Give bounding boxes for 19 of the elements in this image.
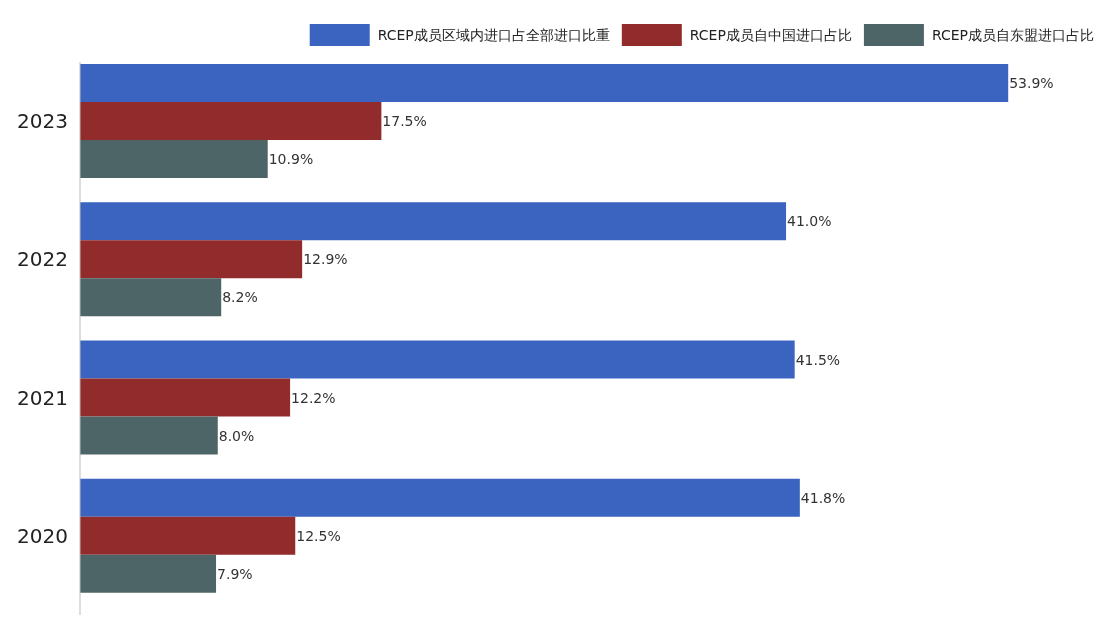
data-label: 53.9%: [1009, 75, 1054, 91]
data-label: 8.0%: [218, 427, 255, 444]
category-label: 2023: [17, 109, 68, 133]
data-label: 12.2%: [291, 389, 336, 406]
data-label: 8.2%: [222, 289, 258, 306]
legend-label: RCEP成员区域内进口占全部进口比重: [377, 27, 610, 43]
data-label: 41.5%: [795, 351, 841, 368]
data-label: 7.9%: [217, 565, 253, 582]
legend-label: RCEP成员自中国进口占比: [689, 27, 852, 43]
data-label: 17.5%: [382, 113, 427, 129]
category-label: 2020: [17, 523, 68, 548]
data-label: 41.0%: [787, 213, 832, 230]
data-label: 10.9%: [268, 151, 314, 167]
data-label: 12.9%: [303, 251, 348, 268]
category-label: 2021: [17, 385, 68, 410]
legend-label: RCEP成员自东盟进口占比: [931, 27, 1094, 43]
data-label: 12.5%: [296, 527, 341, 544]
category-label: 2022: [17, 247, 68, 272]
data-label: 41.8%: [800, 489, 846, 506]
